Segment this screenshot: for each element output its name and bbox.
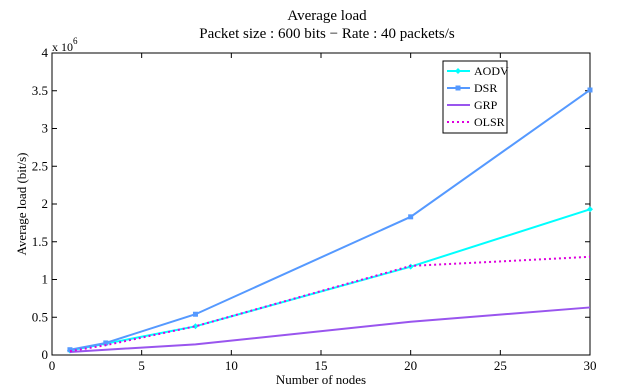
y-tick-label: 3 — [42, 121, 49, 136]
x-tick-label: 5 — [138, 358, 145, 373]
x-tick-label: 15 — [315, 358, 328, 373]
axis-ticks: 0 5 10 15 20 25 30 0 0.5 1 1.5 2 2.5 3 3.5 4 — [32, 45, 597, 373]
legend-item-dsr: DSR — [447, 81, 497, 95]
legend-item-aodv: AODV — [447, 64, 509, 78]
legend-label: GRP — [474, 98, 498, 112]
legend-item-olsr: OLSR — [447, 115, 505, 129]
y-scale-label: x 10 — [52, 40, 73, 54]
y-axis-label: Average load (bit/s) — [14, 153, 29, 256]
legend: AODV DSR GRP OLSR — [442, 60, 509, 134]
y-tick-label: 0 — [42, 347, 49, 362]
legend-label: OLSR — [474, 115, 505, 129]
data-point — [587, 206, 593, 213]
y-scale-exponent: 6 — [73, 36, 78, 46]
data-point — [455, 68, 461, 74]
y-tick-label: 1 — [42, 272, 49, 287]
x-axis-label: Number of nodes — [276, 372, 366, 387]
x-tick-label: 30 — [584, 358, 597, 373]
y-tick-label: 4 — [42, 45, 49, 60]
data-point — [587, 87, 593, 93]
x-tick-label: 10 — [225, 358, 238, 373]
data-point — [192, 311, 198, 317]
series-grp — [69, 306, 591, 353]
y-tick-label: 2.5 — [32, 158, 48, 173]
data-point — [67, 347, 73, 353]
legend-item-grp: GRP — [447, 98, 498, 112]
y-tick-label: 3.5 — [32, 83, 48, 98]
series-line — [69, 255, 591, 353]
series-dsr — [67, 87, 593, 353]
plot-area — [51, 52, 591, 356]
x-tick-label: 20 — [404, 358, 417, 373]
legend-label: AODV — [474, 64, 509, 78]
y-tick-label: 1.5 — [32, 234, 48, 249]
y-tick-label: 0.5 — [32, 309, 48, 324]
x-tick-label: 0 — [49, 358, 56, 373]
legend-label: DSR — [474, 81, 497, 95]
chart-subtitle: Packet size : 600 bits − Rate : 40 packe… — [199, 26, 455, 42]
series-line — [69, 306, 591, 353]
chart-title: Average load — [287, 8, 367, 24]
data-point — [192, 323, 199, 330]
series-olsr — [69, 255, 591, 353]
data-point — [455, 85, 461, 91]
y-tick-label: 2 — [42, 196, 49, 211]
x-tick-label: 25 — [494, 358, 507, 373]
series-group — [66, 87, 593, 354]
data-point — [408, 214, 414, 220]
data-point — [103, 340, 109, 346]
